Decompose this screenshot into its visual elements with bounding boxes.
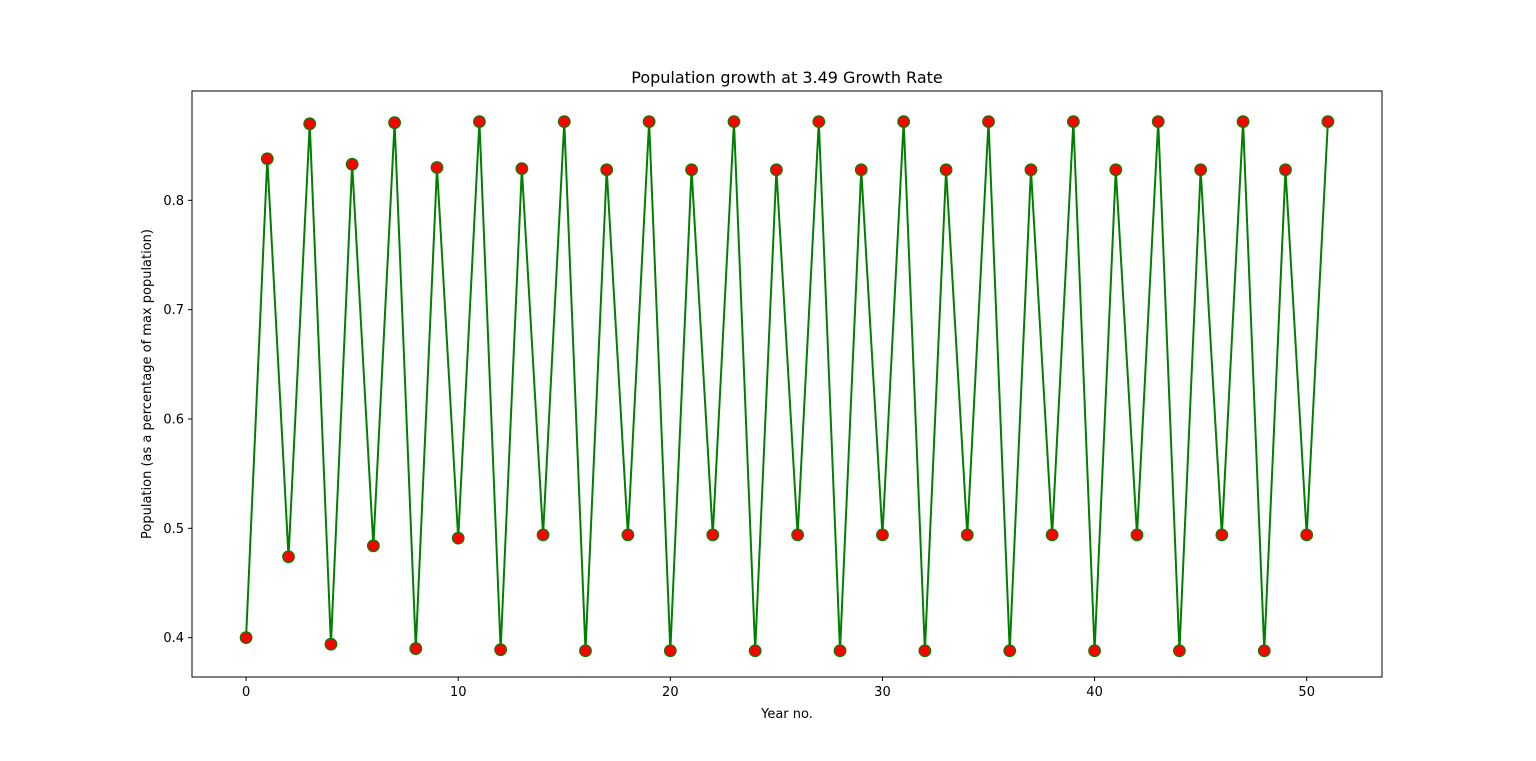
- x-tick-label: 50: [1298, 685, 1315, 700]
- data-point: [239, 631, 253, 645]
- data-point: [1151, 115, 1165, 129]
- data-point: [1109, 163, 1123, 177]
- data-point: [409, 642, 423, 655]
- data-point: [536, 528, 550, 542]
- x-tick-label: 30: [874, 685, 891, 700]
- data-point: [1045, 528, 1059, 542]
- data-point: [366, 539, 380, 553]
- x-tick-label: 0: [242, 685, 250, 700]
- data-point: [1236, 115, 1250, 129]
- y-tick-label: 0.5: [163, 522, 184, 537]
- data-point: [557, 115, 571, 129]
- data-point: [812, 115, 826, 129]
- data-point: [791, 528, 805, 542]
- data-point: [282, 550, 295, 564]
- data-point: [473, 115, 486, 129]
- x-tick-label: 10: [450, 685, 467, 700]
- data-point: [897, 115, 911, 129]
- data-point: [1321, 115, 1335, 129]
- data-point: [685, 163, 698, 177]
- series-line: [245, 121, 1329, 651]
- data-point: [621, 528, 635, 542]
- y-axis-ticks: 0.4 0.5 0.6 0.7 0.8: [163, 194, 192, 646]
- data-point: [1300, 528, 1314, 542]
- data-point: [918, 644, 932, 658]
- data-point: [600, 163, 614, 177]
- data-point: [960, 528, 974, 542]
- data-point: [748, 644, 762, 658]
- data-point: [706, 528, 720, 542]
- data-point: [833, 644, 847, 658]
- data-point: [876, 528, 889, 542]
- data-point: [260, 152, 274, 166]
- data-point: [1173, 644, 1186, 658]
- data-point: [1003, 644, 1017, 658]
- x-axis-ticks: 0 10 20 30 40 50: [242, 677, 1315, 700]
- data-point: [451, 531, 465, 545]
- data-point: [663, 644, 677, 658]
- data-point: [345, 157, 359, 171]
- chart-title: Population growth at 3.49 Growth Rate: [631, 68, 942, 87]
- plot-frame: [191, 90, 1383, 678]
- data-point: [1130, 528, 1144, 542]
- y-tick-label: 0.4: [163, 631, 184, 646]
- data-point: [494, 643, 508, 657]
- y-tick-label: 0.8: [163, 194, 184, 209]
- y-axis-label: Population (as a percentage of max popul…: [140, 229, 155, 539]
- data-point: [515, 162, 529, 176]
- data-point: [1279, 163, 1292, 177]
- data-point: [769, 163, 783, 177]
- y-tick-label: 0.6: [163, 412, 184, 427]
- plot-area: [239, 115, 1335, 658]
- data-point: [430, 161, 444, 174]
- data-point: [1066, 115, 1080, 129]
- data-point: [1088, 644, 1101, 658]
- data-point: [1194, 163, 1208, 177]
- data-point: [324, 637, 338, 651]
- y-tick-label: 0.7: [163, 303, 184, 318]
- data-point: [579, 644, 592, 658]
- data-point: [939, 163, 953, 177]
- data-point: [642, 115, 656, 129]
- data-point: [854, 163, 868, 177]
- data-point: [303, 117, 317, 131]
- data-point: [1257, 644, 1271, 658]
- x-tick-label: 40: [1086, 685, 1103, 700]
- data-point: [727, 115, 741, 129]
- data-point: [1215, 528, 1229, 542]
- x-tick-label: 20: [662, 685, 679, 700]
- data-point: [982, 115, 995, 129]
- x-axis-label: Year no.: [760, 707, 813, 722]
- data-point: [388, 116, 401, 130]
- data-point: [1024, 163, 1038, 177]
